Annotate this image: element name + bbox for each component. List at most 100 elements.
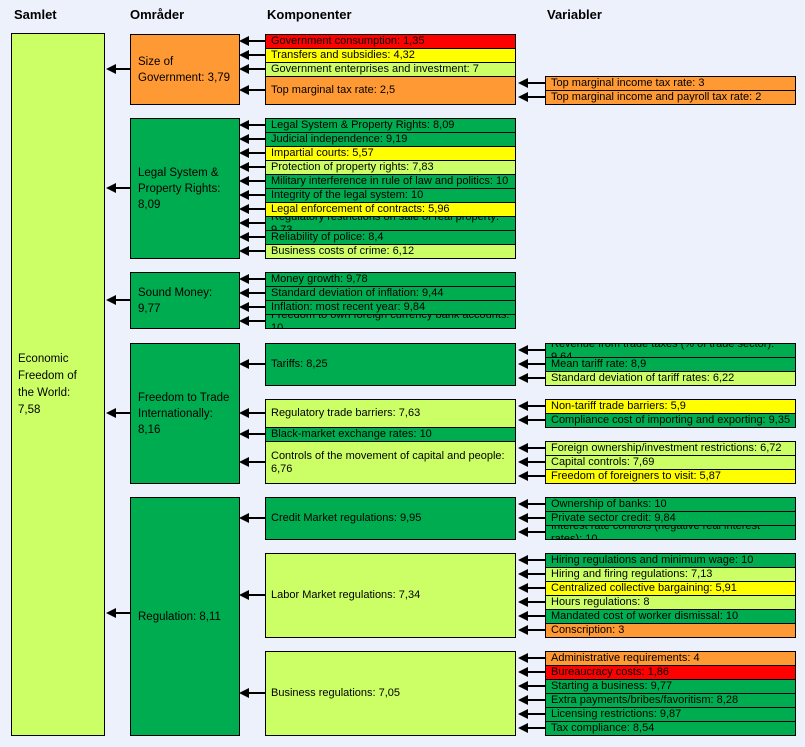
- variable-box: Hours regulations: 8: [545, 595, 796, 610]
- arrow-left-icon: [518, 527, 545, 537]
- component-box: Regulatory restrictions on sale of real …: [265, 216, 516, 231]
- arrow-left-icon: [239, 513, 265, 523]
- variable-box: Standard deviation of tariff rates: 6,22: [545, 371, 796, 386]
- component-box: Tariffs: 8,25: [265, 343, 516, 386]
- arrow-left-icon: [239, 162, 265, 172]
- arrow-left-icon: [239, 218, 265, 228]
- variable-box: Private sector credit: 9,84: [545, 511, 796, 526]
- arrow-left-icon: [239, 590, 265, 600]
- variable-box: Administrative requirements: 4: [545, 651, 796, 666]
- arrow-left-icon: [239, 232, 265, 242]
- variable-box: Non-tariff trade barriers: 5,9: [545, 399, 796, 414]
- component-box: Controls of the movement of capital and …: [265, 441, 516, 484]
- arrow-left-icon: [518, 583, 545, 593]
- area-box-size-of-government: Size of Government: 3,79: [130, 34, 240, 105]
- arrow-left-icon: [518, 78, 545, 88]
- component-box: Legal enforcement of contracts: 5,96: [265, 202, 516, 217]
- variable-box: Extra payments/bribes/favoritism: 8,28: [545, 693, 796, 708]
- arrow-left-icon: [239, 204, 265, 214]
- component-box: Legal System & Property Rights: 8,09: [265, 118, 516, 133]
- arrow-left-icon: [518, 345, 545, 355]
- arrow-left-icon: [239, 120, 265, 130]
- arrow-left-icon: [518, 359, 545, 369]
- arrow-left-icon: [518, 611, 545, 621]
- component-box: Regulatory trade barriers: 7,63: [265, 399, 516, 428]
- component-box: Inflation: most recent year: 9,84: [265, 300, 516, 315]
- variable-box: Hiring regulations and minimum wage: 10: [545, 553, 796, 568]
- component-box: Labor Market regulations: 7,34: [265, 553, 516, 638]
- arrow-left-icon: [106, 183, 130, 193]
- component-box: Judicial independence: 9,19: [265, 132, 516, 147]
- component-box: Money growth: 9,78: [265, 272, 516, 287]
- area-box-sound-money: Sound Money: 9,77: [130, 272, 240, 329]
- arrow-left-icon: [518, 709, 545, 719]
- arrow-left-icon: [239, 148, 265, 158]
- component-box: Protection of property rights: 7,83: [265, 160, 516, 175]
- arrow-left-icon: [518, 681, 545, 691]
- arrow-left-icon: [518, 499, 545, 509]
- overall-box: Economic Freedom of the World: 7,58: [11, 33, 105, 736]
- arrow-left-icon: [239, 85, 265, 95]
- variable-box: Compliance cost of importing and exporti…: [545, 413, 796, 428]
- arrow-left-icon: [239, 134, 265, 144]
- area-box-legal-system: Legal System & Property Rights: 8,09: [130, 118, 240, 259]
- area-box-regulation: Regulation: 8,11: [130, 497, 240, 736]
- variable-box: Starting a business: 9,77: [545, 679, 796, 694]
- arrow-left-icon: [239, 50, 265, 60]
- arrow-left-icon: [518, 457, 545, 467]
- component-box: Business costs of crime: 6,12: [265, 244, 516, 259]
- arrow-left-icon: [518, 373, 545, 383]
- variable-box: Tax compliance: 8,54: [545, 721, 796, 736]
- column-header-komponenter: Komponenter: [267, 7, 352, 22]
- component-box: Government enterprises and investment: 7: [265, 62, 516, 77]
- component-box: Standard deviation of inflation: 9,44: [265, 286, 516, 301]
- area-box-freedom-to-trade: Freedom to Trade Internationally: 8,16: [130, 343, 240, 484]
- variable-box: Interest rate controls (negative real in…: [545, 525, 796, 540]
- arrow-left-icon: [106, 295, 130, 305]
- arrow-left-icon: [239, 190, 265, 200]
- arrow-left-icon: [239, 688, 265, 698]
- variable-box: Revenue from trade taxes (% of trade sec…: [545, 343, 796, 358]
- arrow-left-icon: [518, 625, 545, 635]
- arrow-left-icon: [518, 92, 545, 102]
- arrow-left-icon: [239, 429, 265, 439]
- variable-box: Bureaucracy costs: 1,86: [545, 665, 796, 680]
- arrow-left-icon: [239, 408, 265, 418]
- arrow-left-icon: [518, 415, 545, 425]
- arrow-left-icon: [239, 316, 265, 326]
- variable-box: Centralized collective bargaining: 5,91: [545, 581, 796, 596]
- arrow-left-icon: [239, 302, 265, 312]
- arrow-left-icon: [518, 597, 545, 607]
- component-box: Integrity of the legal system: 10: [265, 188, 516, 203]
- column-header-samlet: Samlet: [14, 7, 57, 22]
- component-box: Impartial courts: 5,57: [265, 146, 516, 161]
- component-box: Freedom to own foreign currency bank acc…: [265, 314, 516, 329]
- variable-box: Foreign ownership/investment restriction…: [545, 441, 796, 456]
- component-box: Credit Market regulations: 9,95: [265, 497, 516, 540]
- arrow-left-icon: [518, 667, 545, 677]
- arrow-left-icon: [106, 64, 130, 74]
- arrow-left-icon: [518, 695, 545, 705]
- arrow-left-icon: [518, 443, 545, 453]
- component-box: Black-market exchange rates: 10: [265, 427, 516, 442]
- component-box: Military interference in rule of law and…: [265, 174, 516, 189]
- arrow-left-icon: [239, 176, 265, 186]
- arrow-left-icon: [239, 274, 265, 284]
- component-box: Business regulations: 7,05: [265, 651, 516, 736]
- arrow-left-icon: [518, 569, 545, 579]
- variable-box: Mean tariff rate: 8,9: [545, 357, 796, 372]
- variable-box: Top marginal income and payroll tax rate…: [545, 90, 796, 105]
- arrow-left-icon: [239, 64, 265, 74]
- component-box: Government consumption: 1,35: [265, 34, 516, 49]
- column-header-variabler: Variabler: [547, 7, 602, 22]
- arrow-left-icon: [518, 471, 545, 481]
- variable-box: Conscription: 3: [545, 623, 796, 638]
- arrow-left-icon: [239, 457, 265, 467]
- component-box: Top marginal tax rate: 2,5: [265, 76, 516, 105]
- arrow-left-icon: [239, 359, 265, 369]
- arrow-left-icon: [518, 653, 545, 663]
- column-header-omraader: Områder: [130, 7, 185, 22]
- variable-box: Mandated cost of worker dismissal: 10: [545, 609, 796, 624]
- arrow-left-icon: [239, 288, 265, 298]
- component-box: Transfers and subsidies: 4,32: [265, 48, 516, 63]
